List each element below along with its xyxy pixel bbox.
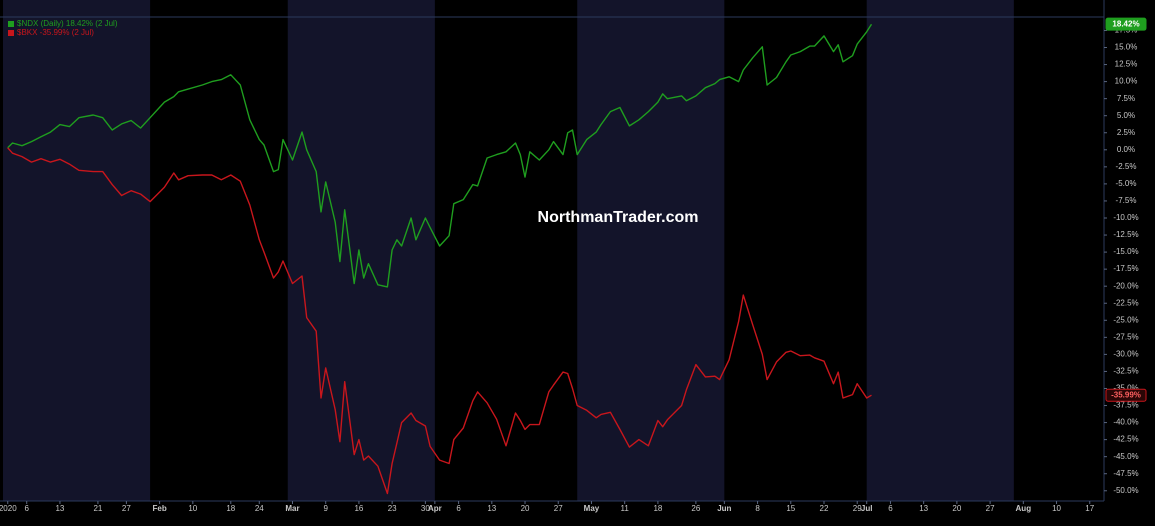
y-tick-label: -17.5% [1113,264,1138,273]
end-tag: -35.99% [1105,388,1147,402]
x-tick-label: 30 [421,504,430,513]
y-tick-label: 0.0% [1117,145,1135,154]
series-line [7,23,873,288]
x-tick-label: 6 [456,504,461,513]
x-tick-label: 18 [226,504,235,513]
month-band [3,0,151,501]
y-tick-label: -5.0% [1116,179,1137,188]
y-tick-label: -37.5% [1113,401,1138,410]
x-tick-label: 10 [188,504,197,513]
y-tick-label: 12.5% [1115,60,1138,69]
y-tick-label: -50.0% [1113,486,1138,495]
end-tag-label: -35.99% [1111,390,1141,399]
x-tick-label: 20 [952,504,961,513]
y-tick-label: 10.0% [1115,77,1138,86]
x-tick-label: Jul [861,504,873,513]
x-tick-label: 21 [93,504,102,513]
end-tag-box [1105,388,1147,402]
end-tag-label: 18.42% [1112,19,1139,28]
x-tick-label: 6 [888,504,893,513]
x-tick-label: 13 [55,504,64,513]
x-tick-label: 23 [388,504,397,513]
x-tick-label: 15 [786,504,795,513]
x-tick-label: May [584,504,600,513]
x-tick-label: 20 [521,504,530,513]
x-tick-label: Mar [285,504,299,513]
x-tick-label: 8 [755,504,760,513]
y-tick-label: -25.0% [1113,315,1138,324]
x-tick-label: Apr [428,504,442,513]
y-tick-label: -42.5% [1113,435,1138,444]
x-tick-label: 13 [919,504,928,513]
x-tick-label: 2020 [0,504,17,513]
x-tick-label: 27 [554,504,563,513]
x-tick-label: 18 [653,504,662,513]
y-tick-label: -30.0% [1113,349,1138,358]
x-tick-label: 17 [1085,504,1094,513]
y-tick-label: -32.5% [1113,367,1138,376]
y-tick-label: -27.5% [1113,332,1138,341]
legend-swatch [8,21,14,27]
x-tick-label: 11 [621,504,630,513]
y-tick-label: -15.0% [1113,247,1138,256]
y-tick-label: 7.5% [1117,94,1135,103]
x-tick-label: 9 [323,504,328,513]
y-tick-label: -20.0% [1113,281,1138,290]
y-tick-label: 5.0% [1117,111,1135,120]
y-tick-label: 15.0% [1115,43,1138,52]
x-tick-label: 26 [691,504,700,513]
x-tick-label: 27 [986,504,995,513]
y-tick-label: 2.5% [1117,128,1135,137]
y-tick-label: -7.5% [1116,196,1137,205]
y-tick-label: -12.5% [1113,230,1138,239]
y-tick-label: -22.5% [1113,298,1138,307]
x-tick-label: Jun [717,504,731,513]
month-band [287,0,435,501]
y-tick-label: -47.5% [1113,469,1138,478]
legend-swatch [8,30,14,36]
x-tick-label: 13 [487,504,496,513]
x-tick-label: 6 [25,504,30,513]
month-bands [3,0,1014,501]
series-line [7,147,872,495]
x-tick-label: 29 [853,504,862,513]
end-tag: 18.42% [1105,17,1147,31]
x-tick-label: 16 [354,504,363,513]
x-tick-label: 27 [122,504,131,513]
month-band [866,0,1014,501]
x-tick-label: 10 [1052,504,1061,513]
y-tick-label: -40.0% [1113,418,1138,427]
end-tag-box [1105,17,1147,31]
y-tick-label: -2.5% [1116,162,1137,171]
y-tick-label: -35.0% [1113,384,1138,393]
x-tick-label: Feb [152,504,166,513]
y-tick-label: -10.0% [1113,213,1138,222]
x-tick-label: Aug [1016,504,1032,513]
y-tick-label: -45.0% [1113,452,1138,461]
month-band [577,0,725,501]
watermark: NorthmanTrader.com [538,209,699,226]
legend-label: $NDX (Daily) 18.42% (2 Jul) [17,19,118,28]
legend-label: $BKX -35.99% (2 Jul) [17,28,94,37]
x-tick-label: 22 [820,504,829,513]
x-tick-label: 24 [255,504,264,513]
